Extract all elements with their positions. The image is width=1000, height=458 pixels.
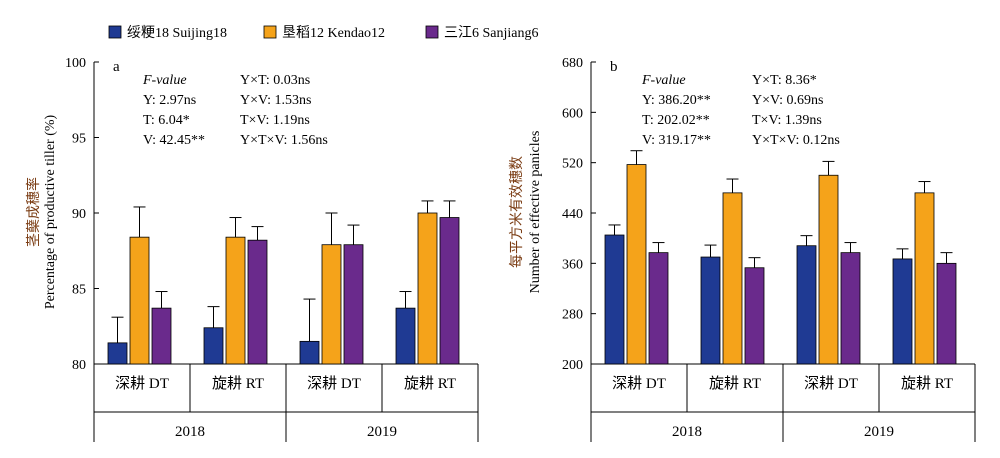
panel-a-ylabel-cn: 茎蘖成穗率 [25,177,42,247]
panel-b-bar-kendao12-1 [722,192,743,365]
panel-b-stat-yt: Y×T: 8.36* [752,73,817,88]
panel-b-bar-kendao12-3 [914,192,935,365]
panel-b-category-label-3: 旋耕 RT [901,374,953,392]
panel-b-category-label-2: 深耕 DT [804,374,858,392]
panel-b-bar-kendao12-2 [818,174,839,365]
panel-b-bar-sanjiang6-3 [936,262,957,365]
panel-a-bar-kendao12-1 [225,236,246,365]
panel-b-ytick-label-440: 440 [562,207,583,222]
panel-a-year-label-2019: 2019 [367,424,397,440]
legend-swatch-sanjiang6 [425,25,439,39]
chart-panel-b: 每平方米有效穗数 Number of effective panicles b … [509,56,976,442]
panel-a-category-label-0: 深耕 DT [115,374,169,392]
panel-b-stats: F-value Y: 386.20** T: 202.02** V: 319.1… [641,73,840,148]
panel-b-bar-sanjiang6-2 [840,252,861,365]
panel-a-stat-yt: Y×T: 0.03ns [240,73,310,88]
legend: 绥粳18 Suijing18 垦稻12 Kendao12 三江6 Sanjian… [108,25,539,41]
panel-b-stat-ytv: Y×T×V: 0.12ns [752,133,840,148]
panel-b-ytick-label-360: 360 [562,257,583,272]
panel-a-stat-y: Y: 2.97ns [143,93,196,108]
panel-b-ylabel-cn: 每平方米有效穗数 [509,156,525,268]
panel-a-ytick-label-90: 90 [72,207,86,222]
panel-a-ylabel-en: Percentage of productive tiller (%) [43,114,58,309]
panel-b-year-label-2019: 2019 [864,424,894,440]
legend-label-sanjiang6: 三江6 Sanjiang6 [444,25,539,41]
panel-b-bar-suijing18-2 [796,245,817,365]
panel-b-bar-suijing18-0 [604,234,625,365]
panel-a-stats: F-value Y: 2.97ns T: 6.04* V: 42.45** Y×… [142,73,328,148]
legend-swatch-kendao12 [263,25,277,39]
panel-a-stat-ytv: Y×T×V: 1.56ns [240,133,328,148]
panel-a-bar-suijing18-1 [203,327,224,365]
panel-a-ytick-label-95: 95 [72,132,86,147]
panel-a-bar-suijing18-2 [299,340,320,365]
panel-b-ytick-label-680: 680 [562,56,583,71]
panel-b-stat-tv: T×V: 1.39ns [752,113,822,128]
panel-b-ytick-label-200: 200 [562,358,583,373]
panel-a-bar-suijing18-3 [395,307,416,365]
panel-a-bar-sanjiang6-1 [247,239,268,365]
legend-swatch-suijing18 [108,25,122,39]
panel-b-label: b [610,59,618,75]
panel-b-bar-suijing18-3 [892,258,913,365]
panel-a-bar-sanjiang6-0 [151,307,172,365]
panel-b-category-label-1: 旋耕 RT [709,374,761,392]
panel-a-stat-yv: Y×V: 1.53ns [240,93,311,108]
legend-label-kendao12: 垦稻12 Kendao12 [282,25,385,41]
panel-b-year-label-2018: 2018 [672,424,702,440]
panel-b-ytick-label-280: 280 [562,308,583,323]
panel-b-category-label-0: 深耕 DT [612,374,666,392]
panel-a-stat-v: V: 42.45** [143,133,205,148]
panel-b-stat-yv: Y×V: 0.69ns [752,93,823,108]
panel-b-stat-t: T: 202.02** [642,113,710,128]
panel-b-ylabel-en: Number of effective panicles [528,131,543,294]
panel-b-bar-kendao12-0 [626,164,647,365]
panel-a-bar-suijing18-0 [107,342,128,365]
panel-a-ytick-label-100: 100 [65,56,86,71]
panel-a-ytick-label-80: 80 [72,358,86,373]
panel-a-bar-kendao12-2 [321,244,342,365]
panel-a-bar-kendao12-0 [129,236,150,365]
panel-a-category-label-1: 旋耕 RT [212,374,264,392]
legend-item-sanjiang6: 三江6 Sanjiang6 [425,25,539,41]
panel-b-bar-suijing18-1 [700,256,721,365]
panel-a-ytick-label-85: 85 [72,283,86,298]
panel-a-year-label-2018: 2018 [175,424,205,440]
panel-b-bar-sanjiang6-0 [648,252,669,365]
panel-b-ytick-label-600: 600 [562,106,583,121]
panel-b-stat-y: Y: 386.20** [642,93,711,108]
chart-panel-a: 茎蘖成穗率 Percentage of productive tiller (%… [25,56,479,442]
panel-a-stats-header: F-value [142,73,187,88]
panel-b-stat-v: V: 319.17** [642,133,711,148]
panel-a-stat-t: T: 6.04* [143,113,190,128]
legend-label-suijing18: 绥粳18 Suijing18 [127,25,227,41]
panel-a-label: a [113,59,120,75]
legend-item-suijing18: 绥粳18 Suijing18 [108,25,227,41]
panel-b-stats-header: F-value [641,73,686,88]
panel-a-bar-kendao12-3 [417,212,438,365]
panel-b-ytick-label-520: 520 [562,157,583,172]
panel-a-category-label-3: 旋耕 RT [404,374,456,392]
legend-item-kendao12: 垦稻12 Kendao12 [263,25,385,41]
panel-a-stat-tv: T×V: 1.19ns [240,113,310,128]
panel-a-bar-sanjiang6-2 [343,244,364,365]
panel-b-bar-sanjiang6-1 [744,267,765,365]
panel-a-category-label-2: 深耕 DT [307,374,361,392]
panel-a-bar-sanjiang6-3 [439,217,460,365]
